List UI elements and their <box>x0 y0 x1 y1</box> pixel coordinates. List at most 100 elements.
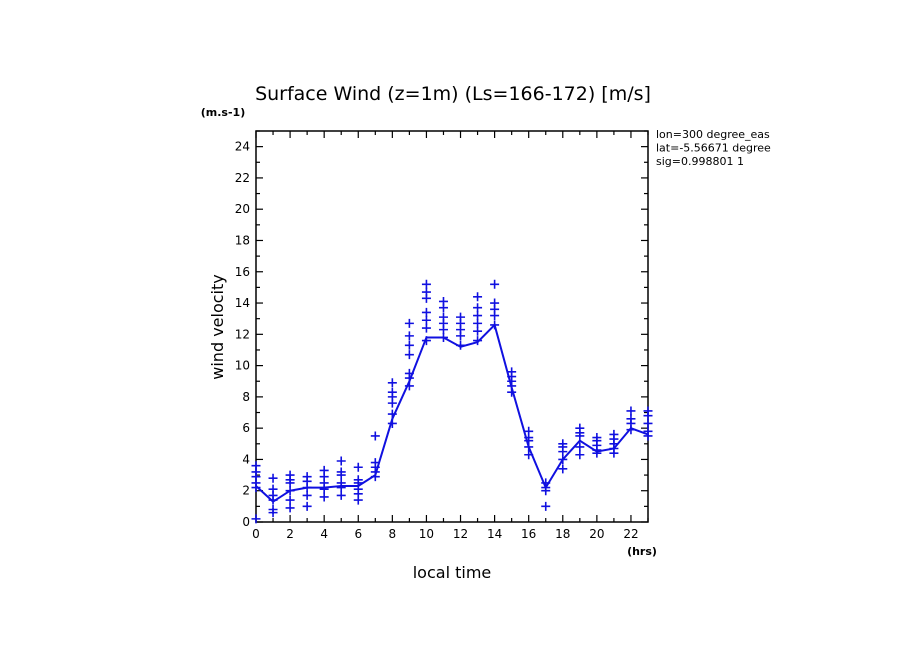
plot-frame <box>255 130 649 523</box>
y-tick-label: 14 <box>235 296 250 310</box>
plus-marker <box>490 320 500 330</box>
x-tick-label: 10 <box>419 527 434 541</box>
y-tick-label: 12 <box>235 327 250 341</box>
plus-marker <box>319 465 329 475</box>
plus-marker <box>626 406 636 416</box>
y-tick-label: 16 <box>235 265 250 279</box>
plus-marker <box>353 462 363 472</box>
x-tick-label: 2 <box>286 527 294 541</box>
annotation-line: lat=-5.56671 degree <box>656 142 771 155</box>
y-tick-label: 4 <box>242 452 250 466</box>
plus-marker <box>404 340 414 350</box>
y-tick-label: 22 <box>235 171 250 185</box>
plus-marker <box>558 439 568 449</box>
plus-marker <box>541 478 551 488</box>
x-tick-label: 4 <box>320 527 328 541</box>
x-tick-label: 12 <box>453 527 468 541</box>
plus-marker <box>626 414 636 424</box>
plus-marker <box>421 323 431 333</box>
plus-marker <box>370 458 380 468</box>
plus-marker <box>421 307 431 317</box>
plus-marker <box>438 312 448 322</box>
plus-marker <box>592 433 602 443</box>
plus-marker <box>404 350 414 360</box>
plus-marker <box>524 450 534 460</box>
plus-marker <box>302 472 312 482</box>
plus-marker <box>473 336 483 346</box>
plus-marker <box>456 312 466 322</box>
plus-marker <box>387 387 397 397</box>
plus-marker <box>387 418 397 428</box>
x-tick-label: 16 <box>521 527 536 541</box>
plus-marker <box>421 315 431 325</box>
plus-marker <box>251 461 261 471</box>
y-tick-label: 6 <box>242 421 250 435</box>
plus-marker <box>490 298 500 308</box>
plus-marker <box>421 336 431 346</box>
annotation-line: sig=0.998801 1 <box>656 155 744 168</box>
annotation-line: lon=300 degree_eas <box>656 128 770 141</box>
plus-marker <box>643 418 653 428</box>
y-tick-label: 20 <box>235 202 250 216</box>
x-axis-label: local time <box>413 563 492 582</box>
plus-marker <box>268 484 278 494</box>
plus-marker <box>404 381 414 391</box>
plus-marker <box>336 478 346 488</box>
plus-marker <box>251 514 261 524</box>
plus-marker <box>336 490 346 500</box>
x-tick-label: 8 <box>389 527 397 541</box>
x-tick-label: 6 <box>354 527 362 541</box>
plus-marker <box>404 368 414 378</box>
plus-marker <box>524 426 534 436</box>
plus-marker <box>336 467 346 477</box>
plus-marker <box>285 470 295 480</box>
plus-marker <box>456 340 466 350</box>
y-tick-label: 8 <box>242 390 250 404</box>
plus-marker <box>558 464 568 474</box>
plus-marker <box>575 423 585 433</box>
y-tick-label: 10 <box>235 359 250 373</box>
plus-marker <box>438 296 448 306</box>
y-tick-label: 2 <box>242 484 250 498</box>
chart-title: Surface Wind (z=1m) (Ls=166-172) [m/s] <box>255 83 651 105</box>
plus-marker <box>473 326 483 336</box>
x-tick-label: 0 <box>252 527 260 541</box>
plus-marker <box>473 311 483 321</box>
plus-marker <box>507 367 517 377</box>
plus-marker <box>302 501 312 511</box>
plus-marker <box>336 456 346 466</box>
y-unit-label: (m.s-1) <box>201 106 245 119</box>
plus-marker <box>370 431 380 441</box>
mean-wind-line <box>255 323 649 503</box>
y-tick-label: 0 <box>242 515 250 529</box>
plus-marker <box>404 318 414 328</box>
plus-marker <box>473 318 483 328</box>
plus-marker <box>285 503 295 513</box>
plus-marker <box>643 426 653 436</box>
plus-marker <box>302 490 312 500</box>
plus-marker <box>575 442 585 452</box>
plus-marker <box>541 501 551 511</box>
sample-markers <box>251 279 653 524</box>
plus-marker <box>387 409 397 419</box>
plus-marker <box>353 475 363 485</box>
plus-marker <box>421 287 431 297</box>
y-tick-label: 24 <box>235 140 250 154</box>
x-unit-label: (hrs) <box>627 545 657 558</box>
plus-marker <box>558 454 568 464</box>
plus-marker <box>609 429 619 439</box>
plus-marker <box>473 292 483 302</box>
plus-marker <box>319 492 329 502</box>
plus-marker <box>387 378 397 388</box>
plus-marker <box>490 279 500 289</box>
plus-marker <box>438 332 448 342</box>
plus-marker <box>643 406 653 416</box>
plus-marker <box>285 486 295 496</box>
plus-marker <box>268 473 278 483</box>
x-tick-label: 22 <box>623 527 638 541</box>
y-tick-label: 18 <box>235 233 250 247</box>
plus-marker <box>473 303 483 313</box>
